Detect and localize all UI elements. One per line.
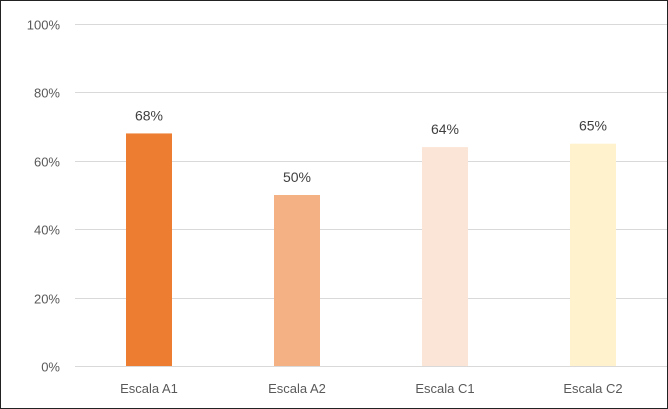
y-tick-label: 20%	[34, 292, 60, 307]
data-label: 68%	[135, 107, 163, 123]
y-tick-label: 0%	[41, 360, 60, 375]
bar-escala-a2	[274, 195, 320, 366]
y-axis-tick-labels: 0% 20% 40% 60% 80% 100%	[27, 18, 61, 375]
data-label: 64%	[431, 121, 459, 137]
data-label: 65%	[579, 118, 607, 134]
bars	[126, 133, 616, 366]
data-label: 50%	[283, 169, 311, 185]
data-labels: 68% 50% 64% 65%	[135, 107, 607, 185]
bar-escala-c2	[570, 143, 616, 366]
x-category-label: Escala A2	[268, 381, 326, 396]
bar-escala-a1	[126, 133, 172, 366]
bar-escala-c1	[422, 147, 468, 366]
x-category-label: Escala C1	[415, 381, 474, 396]
y-tick-label: 60%	[34, 155, 60, 170]
x-category-label: Escala A1	[120, 381, 178, 396]
gridlines	[75, 24, 667, 367]
x-axis-category-labels: Escala A1 Escala A2 Escala C1 Escala C2	[120, 381, 623, 396]
x-category-label: Escala C2	[563, 381, 622, 396]
y-tick-label: 80%	[34, 86, 60, 101]
y-tick-label: 40%	[34, 223, 60, 238]
y-tick-label: 100%	[27, 18, 61, 33]
